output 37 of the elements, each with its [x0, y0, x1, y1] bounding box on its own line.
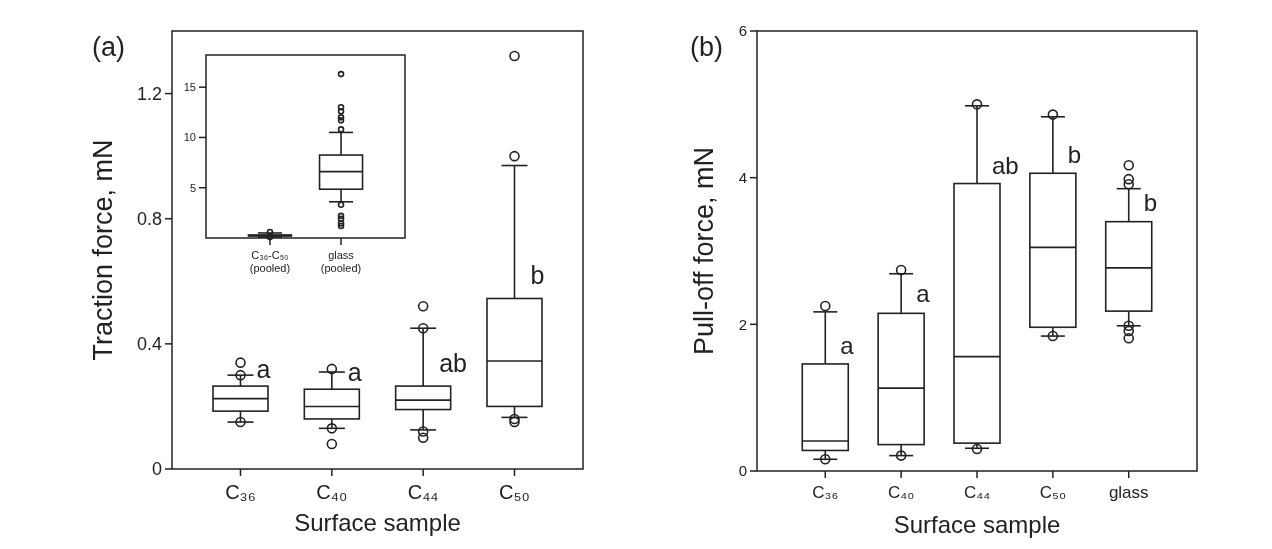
y-tick-label: 4: [738, 168, 747, 186]
y-tick-label: 0.4: [136, 334, 162, 355]
x-tick-label: C₃₆: [812, 483, 839, 502]
x-tick-label: glass (pooled): [320, 249, 362, 274]
annotation: a: [916, 280, 931, 308]
y-axis-title: Traction force, mN: [88, 139, 118, 361]
x-axis-title: Surface sample: [294, 509, 461, 536]
x-tick-label: C₃₆-C₅₀ (pooled): [249, 249, 291, 274]
chart-title: (b): [690, 32, 723, 62]
annotation: ab: [992, 152, 1019, 179]
chart-title: (a): [92, 32, 125, 62]
x-tick-label: C₄₄: [407, 481, 439, 503]
y-tick-label: 2: [738, 315, 747, 333]
y-tick-label: 0.8: [136, 209, 162, 230]
annotation: ab: [439, 349, 467, 378]
annotation: b: [530, 261, 545, 290]
y-tick-label: 15: [183, 81, 196, 94]
x-tick-label: C₄₀: [888, 483, 915, 502]
x-tick-label: C₅₀: [499, 481, 530, 503]
y-tick-label: 5: [189, 181, 196, 194]
y-tick-label: 0: [151, 459, 162, 480]
x-axis-title: Surface sample: [893, 511, 1061, 538]
y-tick-label: 6: [738, 22, 747, 40]
annotation: b: [1143, 188, 1158, 216]
y-tick-label: 0: [738, 462, 747, 480]
x-tick-label: glass: [1108, 483, 1149, 502]
annotation: a: [256, 355, 271, 384]
annotation: b: [1067, 141, 1082, 168]
x-tick-label: C₄₀: [316, 481, 348, 503]
y-axis-title: Pull-off force, mN: [689, 146, 719, 356]
annotation: a: [840, 331, 855, 359]
x-tick-label: C₅₀: [1039, 483, 1066, 502]
x-tick-label: C₄₄: [963, 483, 991, 502]
x-tick-label: C₃₆: [225, 481, 256, 503]
annotation: a: [347, 358, 362, 387]
y-tick-label: 1.2: [136, 83, 162, 104]
y-tick-label: 10: [183, 131, 196, 144]
